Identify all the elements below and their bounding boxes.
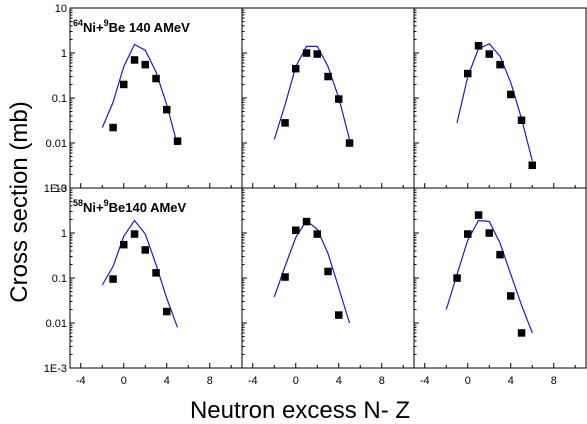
data-point — [130, 56, 139, 64]
y-tick-label: 0.1 — [52, 93, 67, 105]
data-point — [507, 90, 515, 99]
y-tick-label: 1 — [61, 228, 67, 240]
data-point — [507, 292, 515, 300]
x-tick-label: 4 — [336, 375, 342, 387]
data-point — [281, 119, 289, 127]
y-tick-label: 1E-3 — [44, 363, 67, 375]
data-point — [485, 229, 493, 237]
y-tick-label: 0.01 — [46, 138, 67, 150]
data-point — [313, 50, 321, 58]
panel-frame-r1-c0 — [69, 187, 243, 369]
panel-frame-r0-c1 — [241, 7, 415, 189]
data-point — [109, 275, 117, 283]
data-point — [528, 161, 536, 169]
data-point — [464, 69, 472, 78]
panel-frame-r1-c2 — [413, 187, 587, 369]
data-point — [292, 64, 300, 73]
data-point — [324, 267, 332, 276]
x-tick-label: 4 — [508, 375, 514, 387]
data-point — [109, 123, 117, 132]
data-point — [292, 226, 300, 234]
data-point — [324, 72, 332, 81]
x-tick-label: -4 — [76, 375, 86, 387]
data-point — [335, 95, 343, 103]
x-tick-label: -4 — [420, 375, 430, 387]
data-point — [517, 116, 526, 124]
panel-annotations: 64Ni+9Be 140 AMeV 58Ni+9Be140 AMeV — [73, 18, 190, 215]
x-tick-label: 8 — [379, 375, 385, 387]
x-tick-label: 8 — [551, 375, 557, 387]
y-tick-label: 10 — [55, 3, 67, 15]
panel-frame-r0-c0 — [69, 7, 243, 189]
data-point — [120, 80, 128, 89]
data-point — [302, 217, 311, 226]
data-point — [517, 329, 526, 337]
model-curve-r1-c0 — [101, 219, 179, 328]
y-axis-title: Cross section (mb) — [6, 101, 33, 302]
data-points — [109, 42, 536, 337]
model-curve-r0-c1 — [273, 45, 351, 140]
data-point — [141, 246, 149, 254]
y-tick-label: 1 — [61, 48, 67, 60]
x-tick-label: 0 — [465, 375, 471, 387]
axis-ticks — [70, 7, 576, 369]
data-point — [464, 230, 472, 238]
data-point — [496, 250, 504, 259]
data-point — [496, 60, 504, 69]
data-point — [152, 74, 160, 83]
y-tick-label: 0.01 — [46, 318, 67, 330]
data-point — [313, 230, 321, 238]
data-point — [335, 311, 343, 319]
data-point — [141, 60, 149, 69]
data-point — [152, 269, 160, 277]
x-tick-label: -4 — [248, 375, 258, 387]
reaction-label: 58Ni+9Be140 AMeV — [73, 198, 187, 215]
data-point — [163, 105, 171, 114]
data-point — [453, 274, 461, 282]
data-point — [173, 137, 182, 145]
panel-frame-r1-c1 — [241, 187, 415, 369]
x-tick-label: 8 — [207, 375, 213, 387]
data-point — [120, 240, 128, 249]
y-tick-label: 10 — [55, 183, 67, 195]
x-axis-title: Neutron excess N- Z — [190, 397, 410, 424]
x-tick-label: 4 — [164, 375, 170, 387]
data-point — [485, 50, 493, 58]
model-curve-r1-c1 — [273, 219, 351, 324]
data-point — [474, 42, 483, 50]
data-point — [302, 49, 311, 57]
data-point — [474, 211, 483, 219]
data-point — [345, 139, 354, 147]
model-curve-r0-c0 — [101, 43, 179, 146]
panel-frame-r0-c2 — [413, 7, 587, 189]
model-curve-r0-c2 — [456, 43, 533, 162]
x-tick-label: 0 — [121, 375, 127, 387]
data-point — [130, 230, 139, 238]
x-tick-label: 0 — [293, 375, 299, 387]
y-tick-label: 0.1 — [52, 273, 67, 285]
data-point — [281, 273, 289, 281]
model-curve-r1-c2 — [445, 219, 533, 334]
data-point — [163, 307, 171, 316]
y-tick-label: 1E-3 — [44, 183, 67, 195]
reaction-label: 64Ni+9Be 140 AMeV — [73, 18, 190, 35]
